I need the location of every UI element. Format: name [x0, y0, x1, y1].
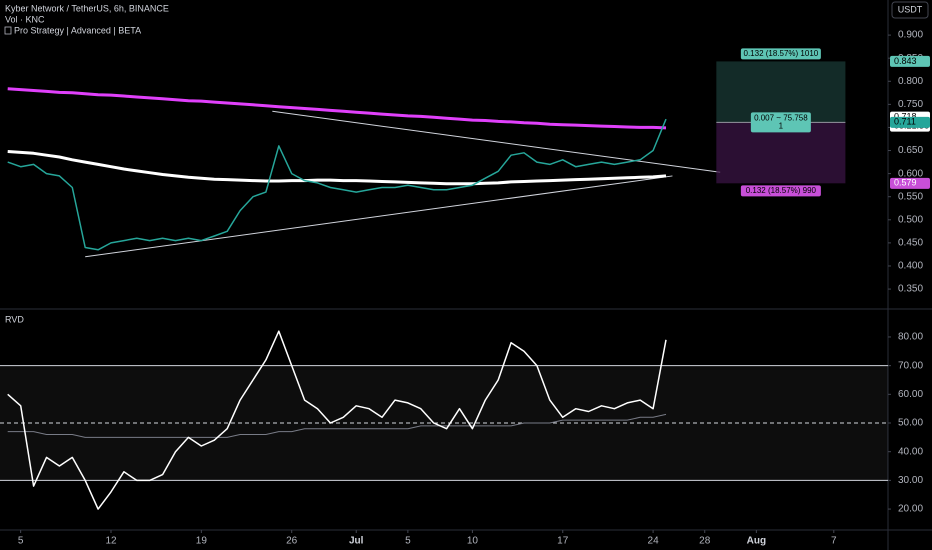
volume-label: Vol · KNC: [5, 14, 45, 24]
price-label-box: [890, 116, 930, 128]
y-tick-label: 0.800: [898, 76, 923, 87]
x-tick-label: 12: [105, 536, 117, 547]
series-line: [7, 330, 667, 510]
trendline: [272, 110, 721, 173]
series-line: [7, 87, 667, 130]
x-tick-label: 5: [405, 536, 411, 547]
currency-label[interactable]: USDT: [898, 4, 923, 14]
trendline: [85, 175, 673, 258]
y-tick-label: 0.450: [898, 238, 923, 249]
plot: 0.3500.4000.4500.5000.5500.6000.6500.700…: [0, 30, 930, 547]
currency-button[interactable]: [891, 1, 929, 19]
x-tick-label: 26: [286, 536, 298, 547]
y-tick-label: 60.00: [898, 389, 923, 400]
y-tick-label: 0.500: [898, 214, 923, 225]
series-line: [7, 118, 667, 251]
y-tick-label: 0.350: [898, 284, 923, 295]
stop-zone: [716, 122, 846, 184]
target-label-box: [740, 48, 821, 60]
center-label-box: [750, 112, 811, 133]
stop-label-box: [740, 185, 821, 197]
series-line: [7, 413, 667, 438]
chart-title: Kyber Network / TetherUS, 6h, BINANCE: [5, 3, 169, 13]
y-tick-label: 70.00: [898, 360, 923, 371]
target-label: 0.132 (18.57%) 1010: [744, 49, 819, 58]
price-label: 0.579: [894, 178, 917, 188]
price-label: 0.718: [894, 112, 917, 122]
band-fill: [0, 365, 888, 481]
price-label-box: [890, 177, 930, 189]
x-tick-label: Aug: [747, 536, 766, 547]
y-tick-label: 40.00: [898, 446, 923, 457]
y-tick-label: 0.550: [898, 191, 923, 202]
y-tick-label: 0.900: [898, 30, 923, 41]
x-tick-label: 17: [557, 536, 569, 547]
y-tick-label: 0.750: [898, 99, 923, 110]
price-label: 0.711: [894, 117, 916, 127]
y-tick-label: 0.400: [898, 261, 923, 272]
y-tick-label: 80.00: [898, 332, 923, 343]
strategy-label: Pro Strategy | Advanced | BETA: [14, 25, 141, 35]
x-tick-label: 7: [831, 536, 837, 547]
x-tick-label: Jul: [349, 536, 364, 547]
y-tick-label: 0.650: [898, 145, 923, 156]
x-tick-label: 5: [18, 536, 24, 547]
price-label-box: [890, 55, 930, 67]
center-label: 0.007 ~ 75.758: [754, 113, 808, 122]
price-label: 0.843: [894, 56, 917, 66]
x-tick-label: 24: [648, 536, 660, 547]
center-label: 1: [779, 121, 784, 130]
x-tick-label: 28: [699, 536, 711, 547]
y-tick-label: 30.00: [898, 475, 923, 486]
y-tick-label: 20.00: [898, 504, 923, 515]
stop-label: 0.132 (18.57%) 990: [746, 186, 817, 195]
series-line: [7, 150, 667, 186]
target-zone: [716, 61, 846, 123]
x-tick-label: 10: [467, 536, 479, 547]
y-tick-label: 0.600: [898, 168, 923, 179]
y-tick-label: 50.00: [898, 418, 923, 429]
strategy-icon: [4, 26, 12, 35]
x-tick-label: 19: [196, 536, 208, 547]
indicator-title: RVD: [5, 314, 24, 324]
